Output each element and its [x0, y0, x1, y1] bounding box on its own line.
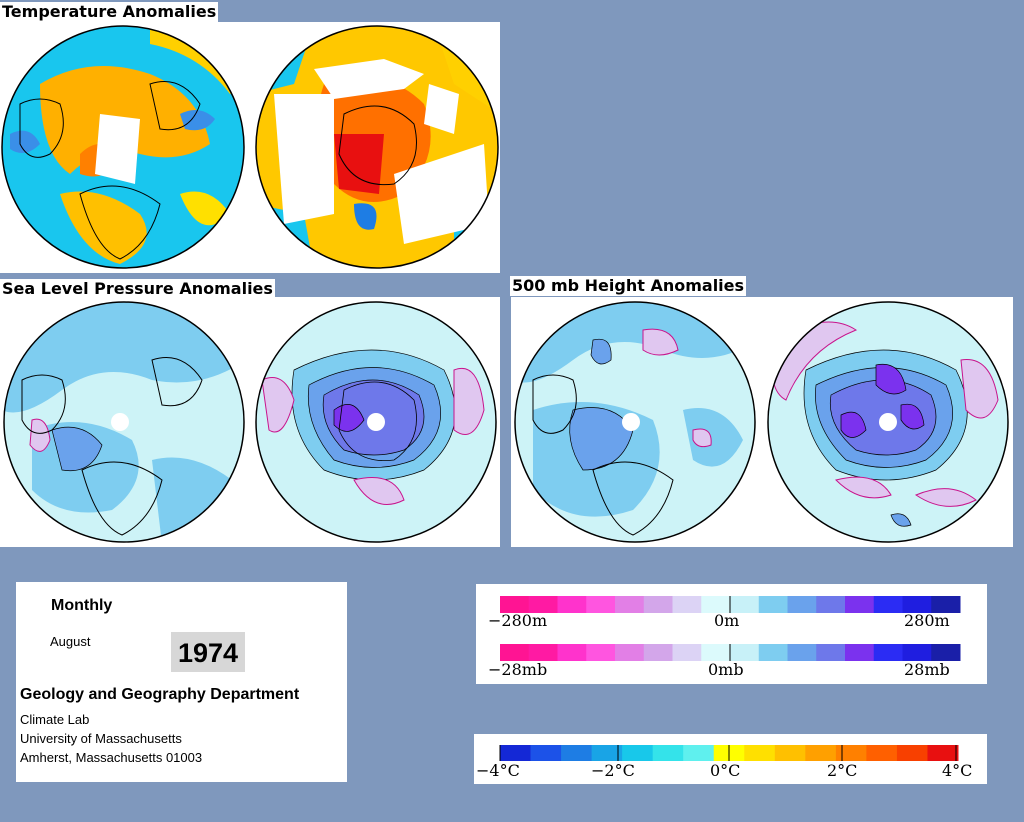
temperature-scale-swatch: [927, 745, 959, 761]
pressure-scale-swatch: [758, 644, 788, 661]
pressure-max-label: 28mb: [904, 660, 950, 679]
temperature-scale-swatch: [500, 745, 532, 761]
pressure-scale-swatch: [615, 644, 645, 661]
height-min-label: −280m: [488, 611, 548, 630]
pressure-min-label: −28mb: [488, 660, 548, 679]
height-scale-swatch: [528, 596, 558, 613]
height-scale-swatch: [701, 596, 731, 613]
temperature-color-bar: [499, 745, 959, 761]
height-max-label: 280m: [904, 611, 950, 630]
temperature-scale-swatch: [652, 745, 684, 761]
pressure-scale-swatch: [787, 644, 817, 661]
height-scale-swatch: [500, 596, 530, 613]
pressure-scale-swatch: [931, 644, 961, 661]
height-scale-swatch: [931, 596, 961, 613]
height-scale-swatch: [902, 596, 932, 613]
temperature-scale-swatch: [774, 745, 806, 761]
height-mid-label: 0m: [714, 611, 740, 630]
temperature-label-2: −2°C: [591, 761, 635, 780]
height-south-globe: [767, 301, 1009, 543]
pressure-scale-swatch: [672, 644, 702, 661]
temperature-south-globe: [255, 25, 499, 269]
pressure-scale-swatch: [586, 644, 616, 661]
department-name: Geology and Geography Department: [20, 686, 300, 703]
height-scale-swatch: [787, 596, 817, 613]
temperature-scale-swatch: [561, 745, 593, 761]
height-scale-swatch: [615, 596, 645, 613]
height-scale-swatch: [643, 596, 673, 613]
pressure-mid-label: 0mb: [708, 660, 744, 679]
pressure-scale-swatch: [816, 644, 846, 661]
temperature-scale-swatch: [805, 745, 837, 761]
lab-name: Climate Lab: [20, 712, 90, 727]
temperature-north-globe: [1, 25, 245, 269]
height-scale-swatch: [845, 596, 875, 613]
slp-south-globe: [255, 301, 497, 543]
temperature-scale-swatch: [530, 745, 562, 761]
temperature-color-legend: −4°C −2°C 0°C 2°C 4°C: [474, 734, 987, 784]
temperature-scale-swatch: [683, 745, 715, 761]
pressure-scale-swatch: [557, 644, 587, 661]
height-scale-swatch: [730, 596, 760, 613]
height-title: 500 mb Height Anomalies: [510, 276, 747, 296]
temperature-scale-swatch: [866, 745, 898, 761]
university-name: University of Massachusetts: [20, 731, 182, 746]
temperature-label-5: 4°C: [942, 761, 973, 780]
info-box: Monthly August 1974 Geology and Geograph…: [16, 582, 347, 782]
pressure-scale-swatch: [873, 644, 903, 661]
pressure-scale-swatch: [701, 644, 731, 661]
temperature-scale-swatch: [622, 745, 654, 761]
temperature-label-4: 2°C: [827, 761, 858, 780]
address: Amherst, Massachusetts 01003: [20, 750, 203, 765]
height-scale-swatch: [758, 596, 788, 613]
height-scale-swatch: [873, 596, 903, 613]
anomaly-color-legend: −280m 0m 280m −28mb 0mb 28mb: [476, 584, 987, 684]
pressure-scale-swatch: [845, 644, 875, 661]
slp-title: Sea Level Pressure Anomalies: [0, 279, 275, 299]
pressure-scale-swatch: [902, 644, 932, 661]
height-scale-swatch: [557, 596, 587, 613]
temperature-title: Temperature Anomalies: [0, 2, 219, 22]
temperature-scale-swatch: [835, 745, 867, 761]
pressure-scale-swatch: [643, 644, 673, 661]
temperature-scale-swatch: [744, 745, 776, 761]
pressure-scale-swatch: [730, 644, 760, 661]
year-badge: 1974: [171, 632, 245, 672]
pressure-scale-swatch: [528, 644, 558, 661]
period-type: Monthly: [51, 597, 113, 614]
pressure-scale-swatch: [500, 644, 530, 661]
anomaly-color-bars: [500, 596, 961, 661]
temperature-label-1: −4°C: [476, 761, 520, 780]
height-north-globe: [514, 301, 756, 543]
temperature-scale-swatch: [896, 745, 928, 761]
temperature-scale-swatch: [591, 745, 623, 761]
height-scale-swatch: [586, 596, 616, 613]
height-scale-swatch: [672, 596, 702, 613]
height-scale-swatch: [816, 596, 846, 613]
slp-north-globe: [3, 301, 245, 543]
month-label: August: [50, 634, 91, 649]
temperature-label-3: 0°C: [710, 761, 741, 780]
